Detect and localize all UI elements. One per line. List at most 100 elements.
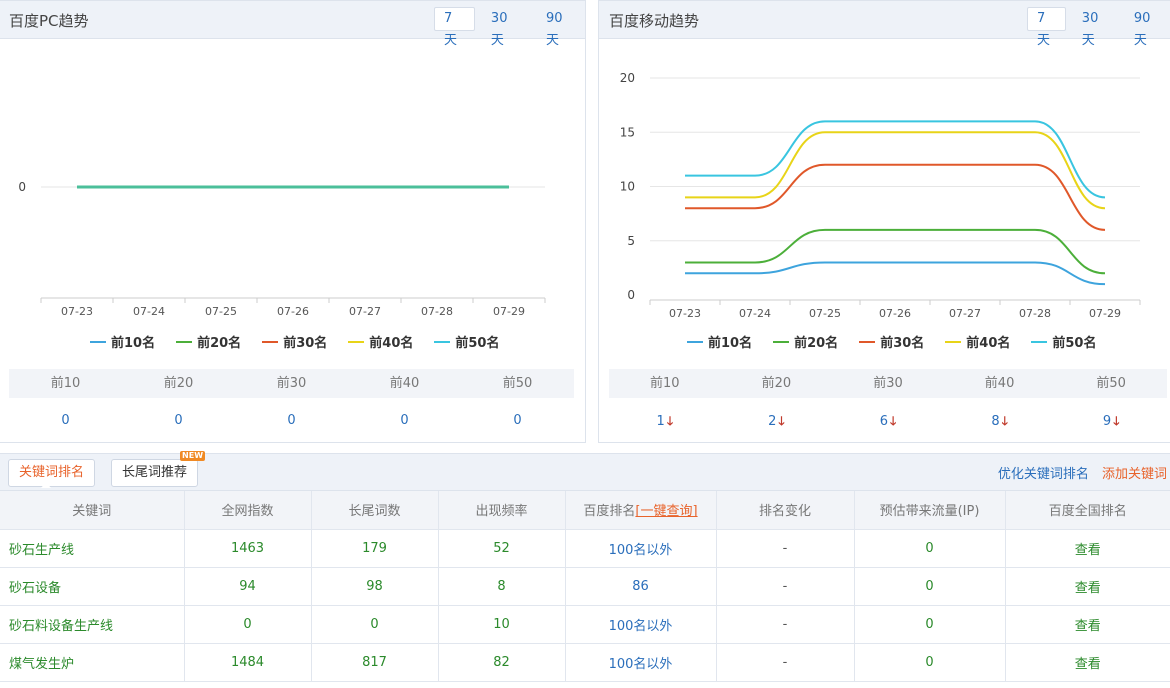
mobile-range-7d-button[interactable]: 7天 xyxy=(1027,7,1066,48)
table-header-row: 关键词 全网指数 长尾词数 出现频率 百度排名[一键查询] 排名变化 预估带来流… xyxy=(0,491,1170,530)
legend-item-top20[interactable]: 前20名 xyxy=(176,332,241,351)
mobile-y-tick-label: 15 xyxy=(620,125,635,139)
legend-swatch-top30 xyxy=(262,340,279,343)
col-index: 全网指数 xyxy=(184,491,312,530)
legend-swatch-top40 xyxy=(348,340,365,343)
mobile-stat-value-top30[interactable]: 6 xyxy=(879,414,888,429)
mobile-stat-header-top20: 前20 xyxy=(761,376,792,391)
col-baidu-rank: 百度排名[一键查询] xyxy=(565,491,717,530)
legend-swatch-top10 xyxy=(687,340,703,343)
pc-stat-header-top40: 前40 xyxy=(389,376,420,391)
keyword-cell: 砂石设备 xyxy=(0,567,185,606)
legend-label-top50: 前50名 xyxy=(455,336,500,351)
baidu-rank-cell: 100名以外 xyxy=(565,643,717,682)
pc-stat-value-top40: 0 xyxy=(400,413,409,428)
mobile-stat-value-top50[interactable]: 9 xyxy=(1102,414,1112,429)
legend-label-top20: 前20名 xyxy=(794,336,839,351)
pc-stat-header-top20: 前20 xyxy=(163,376,194,391)
mobile-range-30d-button[interactable]: 30天 xyxy=(1081,11,1099,48)
table-row: 煤气发生炉 1484 817 82 100名以外 -0 查看 xyxy=(0,643,1170,682)
legend-item-top10[interactable]: 前10名 xyxy=(687,332,752,351)
view-cell: 查看 xyxy=(1005,605,1170,644)
pc-trend-header: 百度PC趋势 7天 30天 90天 xyxy=(0,1,585,48)
pc-stat-header-row: 前10 前20 前30 前40 前50 xyxy=(9,369,574,398)
legend-item-top40[interactable]: 前40名 xyxy=(348,332,413,351)
mobile-stat-value-top20[interactable]: 2 xyxy=(768,414,777,429)
add-keyword-link[interactable]: 添加关键词 xyxy=(1101,467,1167,482)
down-arrow-icon: 🡓 xyxy=(1001,414,1008,428)
mobile-stat-value-top40[interactable]: 8 xyxy=(991,414,1000,429)
view-national-rank-link[interactable]: 查看 xyxy=(1074,618,1101,634)
pc-x-tick-label: 07-27 xyxy=(349,305,381,318)
pc-y-tick-label: 0 xyxy=(18,180,26,194)
legend-label-top40: 前40名 xyxy=(966,336,1011,351)
mobile-range-90d-button[interactable]: 90天 xyxy=(1133,11,1151,48)
mobile-stat-header-top10: 前10 xyxy=(650,376,680,391)
mobile-series-line-top40 xyxy=(685,131,1106,210)
pc-range-30d-button[interactable]: 30天 xyxy=(490,11,508,48)
legend-swatch-top50 xyxy=(1031,340,1048,343)
pc-x-tick-label: 07-29 xyxy=(493,305,525,318)
mobile-x-tick-label: 07-24 xyxy=(739,307,771,320)
frequency-cell: 8 xyxy=(438,567,566,606)
new-badge: NEW xyxy=(180,451,206,461)
pc-range-90d-button[interactable]: 90天 xyxy=(545,11,563,48)
rank-change-cell: - xyxy=(716,643,855,682)
mobile-y-tick-label: 20 xyxy=(620,71,635,85)
col-baidu-rank-label: 百度排名 xyxy=(583,504,636,520)
pc-x-tick-label: 07-25 xyxy=(205,305,237,318)
pc-trend-title: 百度PC趋势 xyxy=(9,12,89,30)
rank-change-cell: - xyxy=(716,567,855,606)
mobile-stat-cell-top40: 8 🡓 xyxy=(944,409,1056,434)
view-national-rank-link[interactable]: 查看 xyxy=(1074,656,1101,672)
tab-long-tail-label: 长尾词推荐 xyxy=(122,465,188,480)
traffic-cell: 0 xyxy=(854,605,1006,644)
pc-range-7d-button[interactable]: 7天 xyxy=(434,7,475,48)
legend-item-top20[interactable]: 前20名 xyxy=(773,332,838,351)
mobile-x-tick-label: 07-28 xyxy=(1019,307,1051,320)
mobile-y-tick-label: 5 xyxy=(627,234,635,248)
mobile-x-tick-label: 07-25 xyxy=(809,307,841,320)
pc-trend-chart: 07-23 07-24 07-25 07-26 07-27 07-28 07-29 0 xyxy=(18,180,546,318)
legend-label-top40: 前40名 xyxy=(369,336,414,351)
pc-stat-value-top30: 0 xyxy=(287,413,296,428)
mobile-x-tick-label: 07-29 xyxy=(1089,307,1121,320)
pc-stat-header-top10: 前10 xyxy=(50,376,81,391)
legend-item-top30[interactable]: 前30名 xyxy=(859,332,924,351)
baidu-rank-cell: 100名以外 xyxy=(565,529,717,568)
view-national-rank-link[interactable]: 查看 xyxy=(1074,542,1101,558)
pc-stat-header-top50: 前50 xyxy=(502,376,533,391)
long-tail-cell: 0 xyxy=(311,605,439,644)
pc-stat-value-top50: 0 xyxy=(513,413,522,428)
legend-item-top10[interactable]: 前10名 xyxy=(90,332,155,351)
mobile-trend-panel: 百度移动趋势 7天 30天 90天 07-23 07-24 07-25 07-26 07… xyxy=(598,0,1170,443)
mobile-trend-title: 百度移动趋势 xyxy=(609,12,700,30)
pc-legend: 前10名 前20名 前30名 前40名 前50名 xyxy=(90,332,520,351)
tab-keyword-rank[interactable]: 关键词排名 xyxy=(8,459,96,487)
down-arrow-icon: 🡓 xyxy=(1113,414,1120,428)
mobile-series-line-top10 xyxy=(685,261,1106,286)
baidu-rank-cell: 100名以外 xyxy=(565,605,717,644)
mobile-y-tick-label: 0 xyxy=(627,288,635,302)
legend-item-top30[interactable]: 前30名 xyxy=(262,332,327,351)
legend-swatch-top20 xyxy=(176,340,193,343)
col-national-rank: 百度全国排名 xyxy=(1005,491,1170,530)
keyword-cell: 煤气发生炉 xyxy=(0,643,185,682)
view-cell: 查看 xyxy=(1005,529,1170,568)
legend-item-top40[interactable]: 前40名 xyxy=(945,332,1010,351)
legend-item-top50[interactable]: 前50名 xyxy=(1031,332,1096,351)
pc-x-tick-label: 07-23 xyxy=(61,305,93,318)
mobile-stat-header-row: 前10 前20 前30 前40 前50 xyxy=(609,369,1167,398)
optimize-keyword-link[interactable]: 优化关键词排名 xyxy=(997,467,1089,482)
one-click-query-link[interactable]: [一键查询] xyxy=(635,504,698,520)
down-arrow-icon: 🡓 xyxy=(666,414,674,428)
pc-x-tick-label: 07-24 xyxy=(133,305,165,318)
view-national-rank-link[interactable]: 查看 xyxy=(1074,580,1101,596)
mobile-stat-value-top10[interactable]: 1 xyxy=(656,414,665,429)
mobile-stat-header-top30: 前30 xyxy=(873,376,903,391)
mobile-x-tick-label: 07-26 xyxy=(879,307,911,320)
tab-long-tail[interactable]: 长尾词推荐 NEW xyxy=(111,451,206,487)
pc-stat-value-row: 0 0 0 0 0 xyxy=(9,409,574,433)
pc-stat-value-top10: 0 xyxy=(61,413,70,428)
legend-item-top50[interactable]: 前50名 xyxy=(434,332,499,351)
